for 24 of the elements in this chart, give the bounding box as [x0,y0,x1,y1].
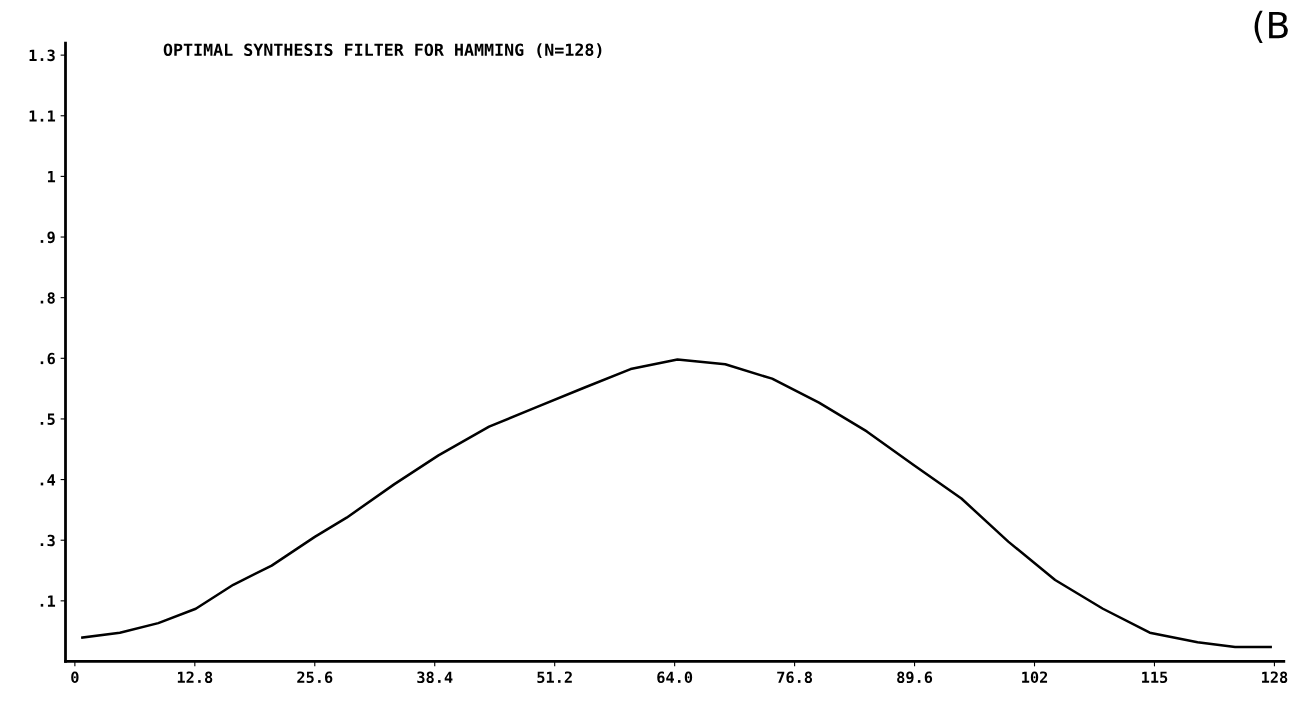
x-tick-label: 0 [71,671,79,684]
x-tick-label: 38.4 [417,671,453,684]
x-tick-label: 51.2 [537,671,572,684]
y-tick-label: .3 [40,534,55,547]
y-tick-label: .9 [40,231,55,244]
y-tick-label: .8 [40,292,55,304]
x-tick-label: 76.8 [777,671,813,684]
x-tick-label: 64.0 [657,671,693,684]
y-tick-label: .1 [40,595,56,607]
chart-title: OPTIMAL SYNTHESIS FILTER FOR HAMMING (N=128) [163,43,602,58]
y-tick-label: 1 [47,171,56,183]
y-tick-label: 1.3 [29,49,55,62]
y-tick-label: .6 [40,352,55,365]
x-tick-label: 115 [1142,671,1168,684]
x-tick-label: 12.8 [177,671,213,684]
text: (B [1254,10,1288,43]
x-tick-label: 25.6 [297,671,333,684]
y-tick-label: .4 [40,474,56,486]
y-tick-label: 1.1 [29,110,56,122]
y-tick-label: .5 [40,413,55,425]
x-tick-label: 128 [1262,671,1288,684]
x-tick-label: 89.6 [897,671,933,684]
line-series [81,358,1272,649]
x-tick-label: 102 [1022,671,1048,684]
